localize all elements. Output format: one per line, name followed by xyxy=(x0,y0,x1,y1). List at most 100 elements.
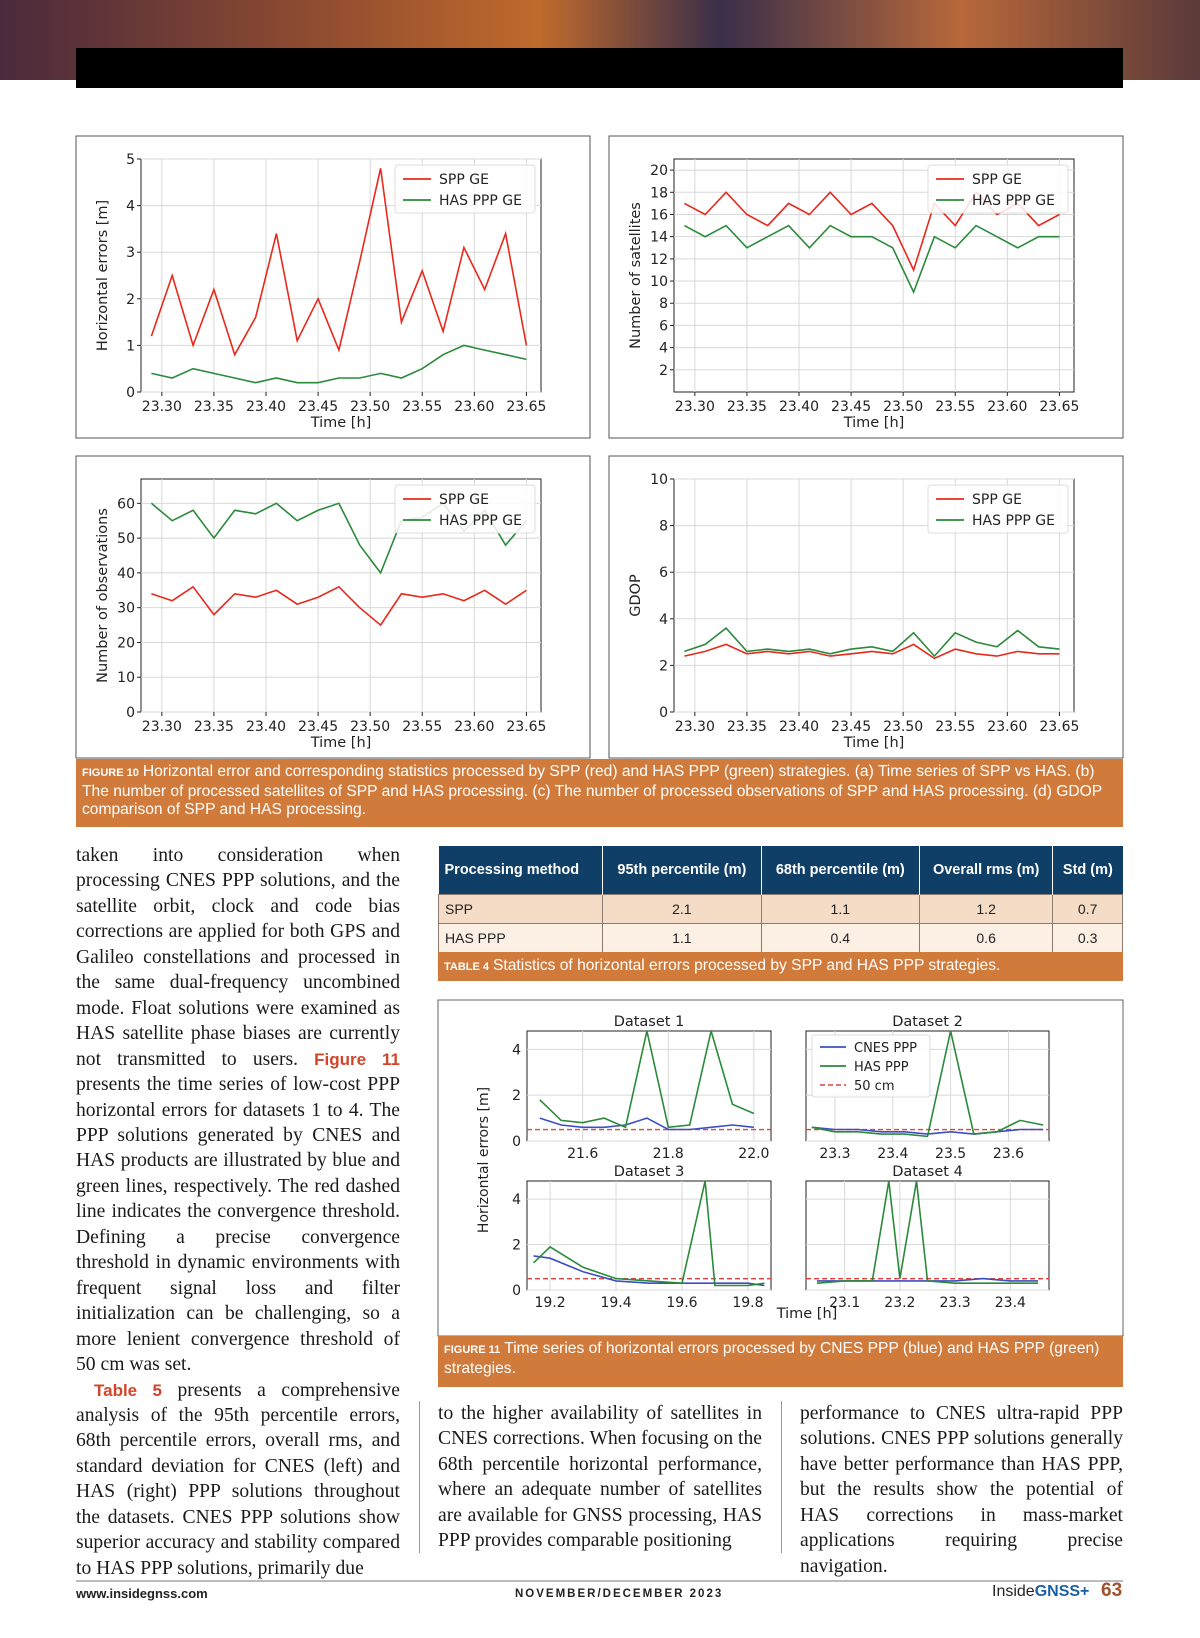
x-tick-label: 23.4 xyxy=(995,1295,1026,1311)
y-tick-label: 2 xyxy=(659,658,668,674)
table-cell: 0.7 xyxy=(1052,894,1123,924)
data-line xyxy=(151,585,527,627)
x-tick-label: 23.65 xyxy=(1039,399,1079,415)
legend-label: SPP GE xyxy=(439,492,489,508)
x-tick-label: 23.30 xyxy=(142,399,182,415)
subplot-title: Dataset 2 xyxy=(892,1014,963,1030)
figure-11-caption: FIGURE 11 Time series of horizontal error… xyxy=(438,1336,1123,1387)
y-tick-label: 30 xyxy=(117,601,135,617)
y-tick-label: 5 xyxy=(126,152,135,168)
table-cell: 1.1 xyxy=(760,894,921,924)
x-tick-label: 23.50 xyxy=(350,399,390,415)
table-cell: 0.4 xyxy=(760,923,921,953)
data-line xyxy=(150,168,528,357)
figure-label: FIGURE 10 xyxy=(82,767,139,779)
y-tick-label: 2 xyxy=(512,1238,521,1254)
y-axis-label: GDOP xyxy=(628,574,644,617)
plot: 2 4 6 8 10 12 14 16 18 20 23.30 23.35 23.40 23.45 23.5… xyxy=(628,158,1079,431)
y-tick-label: 4 xyxy=(512,1192,521,1208)
x-tick-label: 23.45 xyxy=(298,399,338,415)
y-tick-label: 12 xyxy=(650,252,668,268)
legend-box xyxy=(394,164,536,214)
y-tick-label: 20 xyxy=(117,635,135,651)
legend-label: HAS PPP xyxy=(854,1060,909,1075)
paragraph-text: taken into consideration when processing… xyxy=(76,845,400,1070)
x-tick-label: 19.4 xyxy=(600,1295,631,1311)
y-tick-label: 8 xyxy=(659,519,668,535)
y-tick-label: 8 xyxy=(659,296,668,312)
table-label: TABLE 4 xyxy=(444,961,490,973)
x-axis-label: Time [h] xyxy=(843,735,905,751)
y-tick-label: 16 xyxy=(650,207,668,223)
x-tick-label: 23.40 xyxy=(779,719,819,735)
legend-label: SPP GE xyxy=(439,172,489,188)
subplot: Dataset 1 0 2 4 21.6 21.8 22.0 xyxy=(512,1014,772,1162)
y-axis-label: Number of satellites xyxy=(628,202,644,349)
legend-label: HAS PPP GE xyxy=(439,193,522,209)
column-rule xyxy=(419,1401,420,1553)
x-tick-label: 23.45 xyxy=(831,719,871,735)
y-tick-label: 14 xyxy=(650,230,668,246)
x-tick-label: 23.60 xyxy=(454,399,494,415)
header-cell: Overall rms (m) xyxy=(918,846,1053,895)
table-reference[interactable]: Table 5 xyxy=(94,1380,162,1400)
x-tick-label: 23.50 xyxy=(350,719,390,735)
header-cell: Std (m) xyxy=(1052,846,1123,895)
x-tick-label: 23.4 xyxy=(877,1146,908,1162)
plot: 0 10 20 30 40 50 60 23.30 23.35 23.40 23.45 23.50 23… xyxy=(95,478,546,751)
legend-label: HAS PPP GE xyxy=(972,513,1055,529)
figure-label: FIGURE 11 xyxy=(444,1344,501,1356)
x-tick-label: 23.45 xyxy=(298,719,338,735)
table-cell: 1.2 xyxy=(918,894,1054,924)
y-tick-label: 4 xyxy=(512,1042,521,1058)
y-tick-label: 0 xyxy=(512,1283,521,1299)
table-cell: 1.1 xyxy=(602,923,762,953)
y-tick-label: 2 xyxy=(512,1088,521,1104)
x-axis-label: Time [h] xyxy=(310,415,372,431)
y-tick-label: 3 xyxy=(126,245,135,261)
subplot: Dataset 2 23.3 23.4 23.5 23.6 CNES PPP HAS PPP… xyxy=(805,1014,1050,1162)
table-4-caption: TABLE 4 Statistics of horizontal errors p… xyxy=(438,952,1123,981)
legend-label: 50 cm xyxy=(854,1079,895,1094)
x-tick-label: 23.35 xyxy=(727,399,767,415)
paragraph-text: presents the time series of low-cost PPP… xyxy=(76,1074,400,1376)
x-tick-label: 21.6 xyxy=(567,1146,598,1162)
header-cell: 68th percentile (m) xyxy=(760,846,920,895)
x-tick-label: 23.65 xyxy=(1039,719,1079,735)
footer-brand: InsideGNSS+ xyxy=(992,1583,1089,1601)
x-tick-label: 23.45 xyxy=(831,399,871,415)
x-tick-label: 23.3 xyxy=(940,1295,971,1311)
left-column: taken into consideration when processing… xyxy=(76,843,400,1581)
paragraph-text: to the higher availability of satellites… xyxy=(438,1403,762,1552)
data-line xyxy=(811,1031,1044,1138)
paragraph-text: presents a comprehensive analysis of the… xyxy=(76,1379,400,1579)
subplot-title: Dataset 4 xyxy=(892,1164,963,1180)
legend-box xyxy=(394,484,536,534)
table-cell: 0.6 xyxy=(918,923,1054,953)
x-tick-label: 23.60 xyxy=(987,719,1027,735)
footer-issue: NOVEMBER/DECEMBER 2023 xyxy=(515,1588,724,1600)
x-tick-label: 23.1 xyxy=(829,1295,860,1311)
y-axis-label: Horizontal errors [m] xyxy=(95,200,111,351)
x-tick-label: 23.5 xyxy=(935,1146,966,1162)
figure-reference[interactable]: Figure 11 xyxy=(314,1049,401,1069)
legend-label: HAS PPP GE xyxy=(972,193,1055,209)
x-tick-label: 23.3 xyxy=(819,1146,850,1162)
x-tick-label: 23.50 xyxy=(883,399,923,415)
banner-bar xyxy=(76,48,1123,88)
table-cell: HAS PPP xyxy=(437,923,604,953)
x-tick-label: 23.60 xyxy=(454,719,494,735)
x-tick-label: 23.40 xyxy=(779,399,819,415)
brand-text: Inside xyxy=(992,1583,1035,1600)
y-tick-label: 20 xyxy=(650,163,668,179)
caption-text: Time series of horizontal errors process… xyxy=(444,1340,1100,1377)
subplot-title: Dataset 3 xyxy=(614,1164,685,1180)
brand-text: GNSS+ xyxy=(1034,1583,1090,1600)
y-tick-label: 2 xyxy=(126,292,135,308)
y-axis-label: Number of observations xyxy=(95,508,111,683)
data-line xyxy=(684,190,1060,273)
legend-box xyxy=(811,1034,931,1098)
right-column: performance to CNES ultra-rapid PPP solu… xyxy=(800,1401,1123,1579)
